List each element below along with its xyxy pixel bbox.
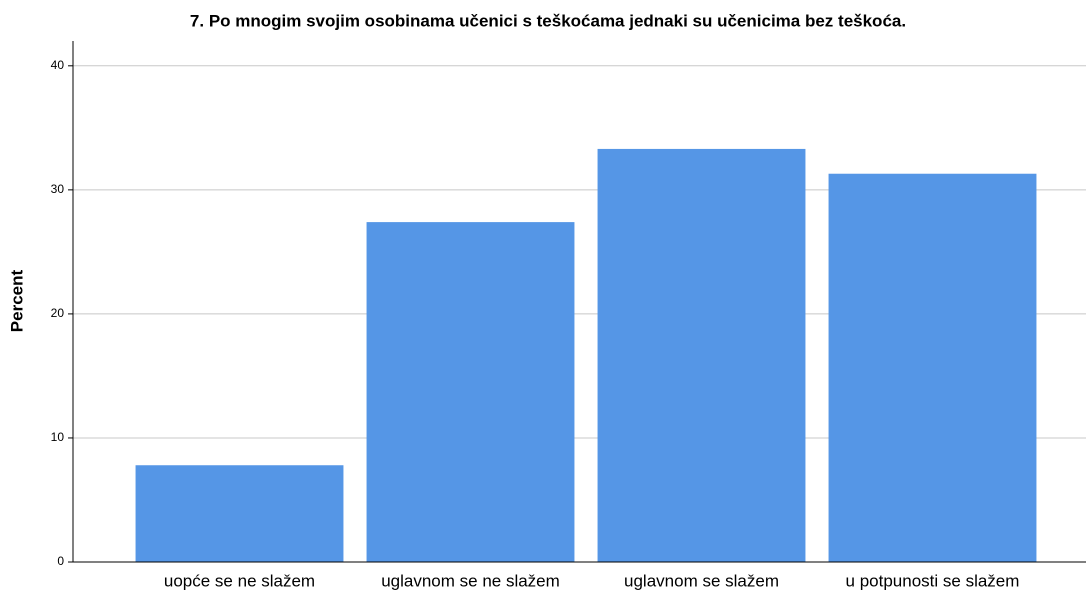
y-tick-label: 30 bbox=[51, 182, 65, 196]
x-tick-label: uopće se ne slažem bbox=[164, 571, 315, 590]
bar bbox=[597, 148, 806, 562]
y-tick-label: 0 bbox=[57, 554, 64, 568]
x-tick-label: u potpunosti se slažem bbox=[846, 571, 1020, 590]
bar bbox=[828, 173, 1037, 562]
bar bbox=[135, 465, 344, 562]
chart-title: 7. Po mnogim svojim osobinama učenici s … bbox=[190, 11, 906, 30]
y-tick-label: 10 bbox=[51, 430, 65, 444]
x-tick-label: uglavnom se slažem bbox=[624, 571, 779, 590]
y-axis-label: Percent bbox=[7, 269, 26, 332]
y-tick-label: 40 bbox=[51, 58, 65, 72]
y-tick-label: 20 bbox=[51, 306, 65, 320]
bar bbox=[366, 222, 575, 562]
x-tick-label: uglavnom se ne slažem bbox=[381, 571, 560, 590]
